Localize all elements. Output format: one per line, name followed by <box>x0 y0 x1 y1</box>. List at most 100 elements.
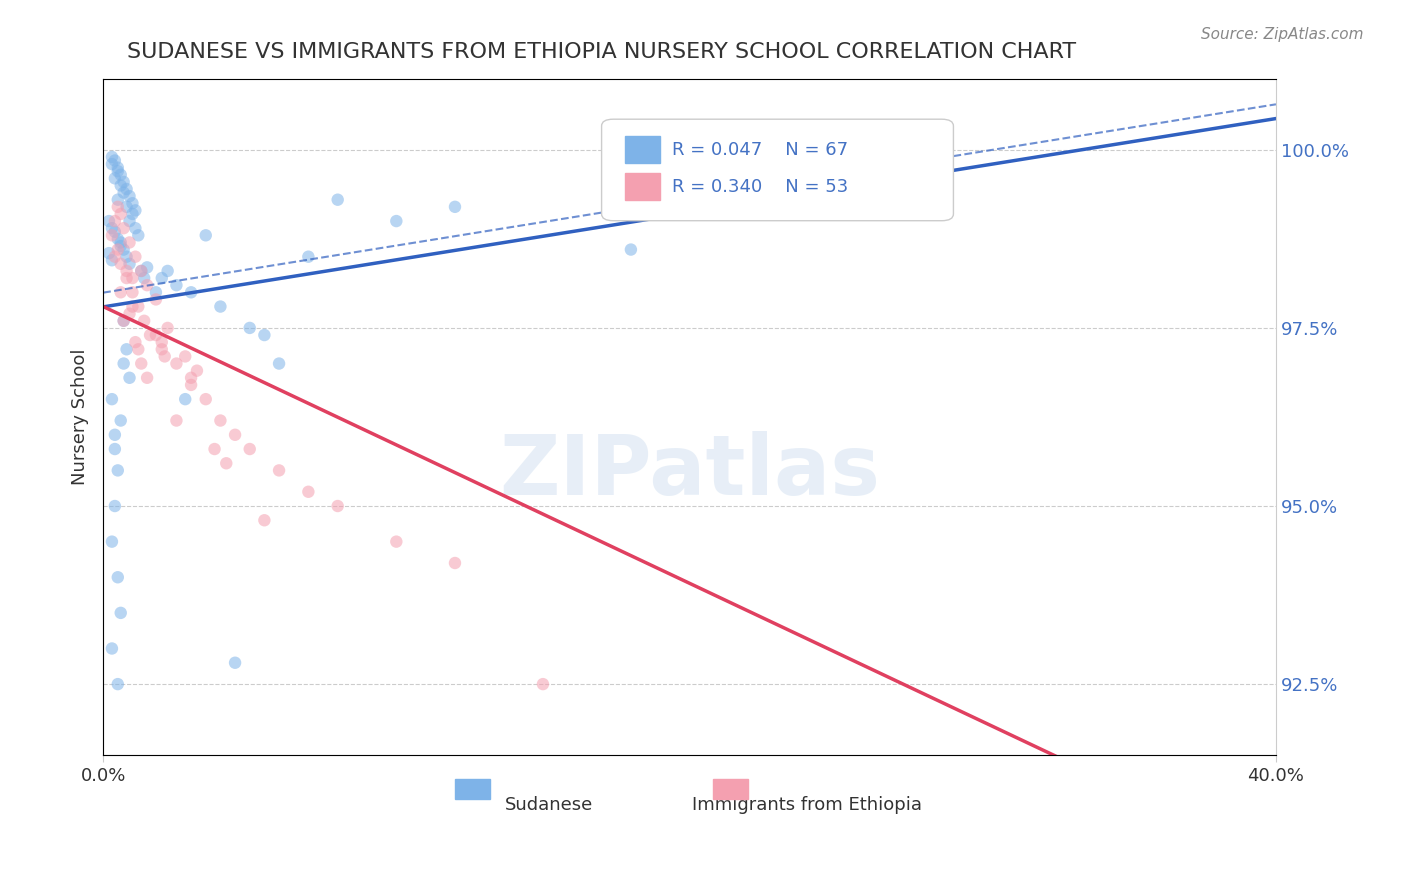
Point <box>620 243 643 257</box>
Point <box>101 253 124 268</box>
Point <box>253 328 276 343</box>
Point <box>107 463 129 477</box>
Point <box>121 207 143 221</box>
Point <box>297 484 319 499</box>
Point <box>326 499 349 513</box>
Y-axis label: Nursery School: Nursery School <box>72 349 89 485</box>
Point <box>153 350 176 364</box>
Point <box>174 392 197 406</box>
Point <box>444 556 467 570</box>
Point <box>180 378 202 392</box>
Point <box>267 463 290 477</box>
Point <box>678 128 700 143</box>
Point <box>385 534 408 549</box>
Point <box>104 250 127 264</box>
Text: Source: ZipAtlas.com: Source: ZipAtlas.com <box>1201 27 1364 42</box>
Point <box>326 193 349 207</box>
Point <box>115 271 138 285</box>
Point <box>107 164 129 178</box>
Point <box>104 214 127 228</box>
Bar <box>626 136 661 163</box>
Point <box>98 246 121 260</box>
Point <box>129 357 152 371</box>
Point <box>110 178 132 193</box>
Point <box>110 207 132 221</box>
Text: R = 0.340    N = 53: R = 0.340 N = 53 <box>672 178 848 196</box>
Point <box>165 413 187 427</box>
Point <box>115 343 138 357</box>
Point <box>110 285 132 300</box>
Point <box>145 328 167 343</box>
Point <box>112 357 135 371</box>
Point <box>127 300 149 314</box>
Point <box>127 343 149 357</box>
Point <box>124 250 146 264</box>
Point <box>121 285 143 300</box>
Point <box>215 456 238 470</box>
Text: R = 0.047    N = 67: R = 0.047 N = 67 <box>672 141 848 159</box>
Point <box>204 442 226 456</box>
Point <box>101 228 124 243</box>
Point <box>118 189 141 203</box>
Point <box>107 570 129 584</box>
Point <box>124 221 146 235</box>
Point <box>118 257 141 271</box>
Point <box>145 293 167 307</box>
Point <box>115 200 138 214</box>
Point <box>112 175 135 189</box>
Point <box>112 314 135 328</box>
Bar <box>713 779 748 799</box>
Bar <box>626 173 661 201</box>
Text: Sudanese: Sudanese <box>505 796 593 814</box>
Point <box>124 335 146 350</box>
Point <box>112 186 135 200</box>
Text: SUDANESE VS IMMIGRANTS FROM ETHIOPIA NURSERY SCHOOL CORRELATION CHART: SUDANESE VS IMMIGRANTS FROM ETHIOPIA NUR… <box>127 42 1076 62</box>
Point <box>531 677 554 691</box>
Point <box>110 413 132 427</box>
Point <box>209 300 232 314</box>
Point <box>112 221 135 235</box>
Point <box>104 153 127 168</box>
Point <box>194 228 217 243</box>
Point <box>129 264 152 278</box>
Point <box>253 513 276 527</box>
Point <box>118 307 141 321</box>
Point <box>239 321 262 335</box>
Text: Immigrants from Ethiopia: Immigrants from Ethiopia <box>692 796 922 814</box>
Point <box>104 499 127 513</box>
Text: ZIPatlas: ZIPatlas <box>499 431 880 512</box>
Point <box>165 357 187 371</box>
Point <box>224 427 246 442</box>
Point <box>239 442 262 456</box>
Point <box>209 413 232 427</box>
Point <box>139 328 162 343</box>
Point <box>101 392 124 406</box>
Point <box>134 271 156 285</box>
Point <box>115 264 138 278</box>
Point <box>174 350 197 364</box>
Point <box>110 606 132 620</box>
Point <box>110 235 132 250</box>
Point <box>107 161 129 175</box>
Point <box>224 656 246 670</box>
Point <box>101 150 124 164</box>
Point <box>107 677 129 691</box>
Point <box>107 232 129 246</box>
Point <box>180 371 202 385</box>
Point <box>129 264 152 278</box>
Point <box>104 225 127 239</box>
Point <box>194 392 217 406</box>
Point <box>101 221 124 235</box>
Point <box>156 264 179 278</box>
Point <box>118 371 141 385</box>
Point <box>385 214 408 228</box>
Point <box>101 534 124 549</box>
Point <box>115 182 138 196</box>
Point <box>121 271 143 285</box>
Point <box>101 157 124 171</box>
Point <box>112 243 135 257</box>
Bar <box>456 779 491 799</box>
Point <box>150 335 173 350</box>
Point <box>101 641 124 656</box>
Point <box>98 214 121 228</box>
